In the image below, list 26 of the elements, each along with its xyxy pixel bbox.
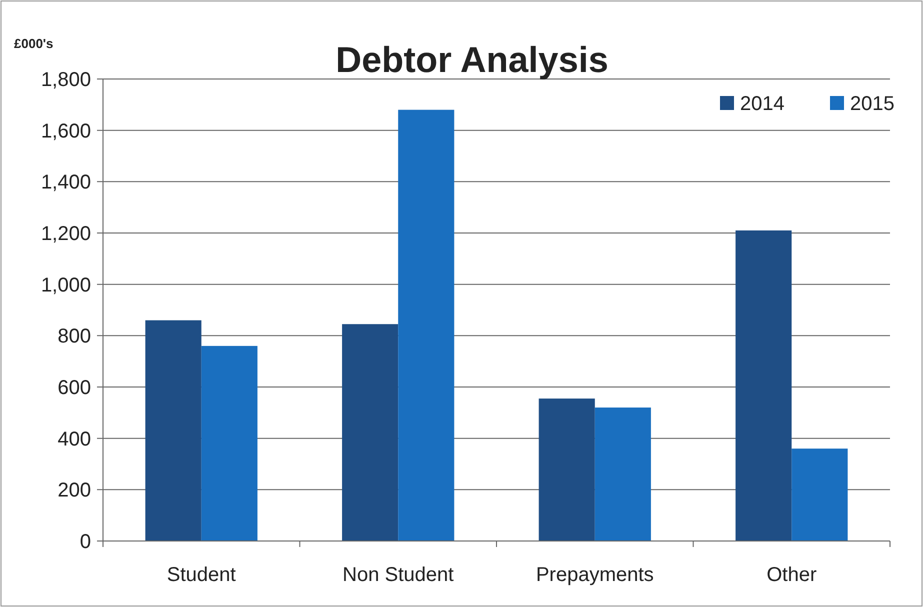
y-tick-label: 1,200 bbox=[40, 223, 91, 245]
bar bbox=[594, 408, 651, 541]
bar bbox=[342, 324, 398, 541]
bar bbox=[538, 398, 595, 541]
y-tick-label: 0 bbox=[80, 531, 91, 553]
y-tick-label: 600 bbox=[58, 377, 91, 399]
y-axis-title: £000's bbox=[14, 36, 54, 51]
legend-label: 2014 bbox=[740, 93, 784, 115]
legend-label: 2015 bbox=[850, 93, 894, 115]
chart-title: Debtor Analysis bbox=[336, 39, 608, 80]
y-tick-label: 1,400 bbox=[40, 172, 91, 194]
bar bbox=[145, 320, 202, 541]
x-tick-label: Student bbox=[166, 564, 236, 586]
y-tick-label: 1,000 bbox=[40, 274, 91, 296]
y-tick-label: 1,800 bbox=[40, 69, 91, 91]
y-tick-label: 200 bbox=[58, 480, 91, 502]
x-tick-label: Other bbox=[766, 564, 817, 586]
bar bbox=[736, 230, 792, 541]
y-tick-label: 1,600 bbox=[40, 120, 91, 142]
y-tick-label: 800 bbox=[58, 326, 91, 348]
bar bbox=[792, 448, 848, 541]
bar bbox=[201, 346, 258, 541]
x-tick-label: Prepayments bbox=[536, 564, 654, 586]
bar bbox=[398, 110, 454, 541]
y-tick-label: 400 bbox=[58, 428, 91, 450]
x-tick-label: Non Student bbox=[342, 564, 454, 586]
